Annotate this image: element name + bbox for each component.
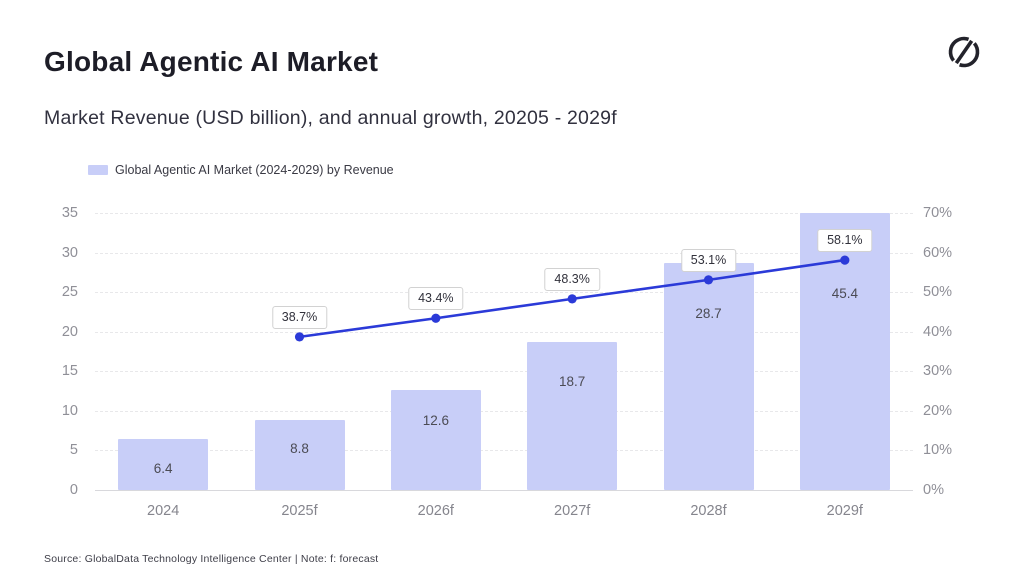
growth-point xyxy=(294,332,305,342)
bar-value-label: 6.4 xyxy=(153,461,173,477)
y-axis-tick-right: 0% xyxy=(923,482,944,498)
y-axis-tick-right: 10% xyxy=(923,442,953,459)
growth-point xyxy=(840,255,850,265)
y-axis-tick-left: 10 xyxy=(61,402,78,419)
y-axis-tick-left: 35 xyxy=(61,205,78,221)
bar-value-label: 28.7 xyxy=(695,305,722,321)
x-axis-tick: 2027f xyxy=(554,503,591,519)
gridline xyxy=(95,213,913,214)
growth-value-label: 53.1% xyxy=(680,248,737,272)
plot-area: 6.4 8.8 12.6 18.7 28.7 45.4 38.7% 43.4% 48.3% 53.… xyxy=(95,213,913,491)
gridline xyxy=(95,450,913,452)
revenue-bar xyxy=(254,420,345,490)
gridline xyxy=(95,410,913,412)
revenue-bar xyxy=(663,262,754,490)
revenue-bar xyxy=(527,342,618,490)
gridline xyxy=(95,371,913,373)
growth-point xyxy=(567,294,577,304)
y-axis-tick-left: 15 xyxy=(61,363,78,380)
x-axis-tick: 2029f xyxy=(826,503,863,519)
revenue-bar xyxy=(390,390,481,490)
gridline xyxy=(95,331,913,333)
x-axis-tick: 2024 xyxy=(147,503,180,519)
gridline xyxy=(95,292,913,294)
bar-value-label: 45.4 xyxy=(831,286,858,301)
y-axis-tick-right: 40% xyxy=(923,323,953,340)
x-axis-tick: 2028f xyxy=(690,503,727,519)
y-axis-right: 0% 10% 20% 30% 40% 50% 60% 70% xyxy=(923,205,983,498)
bar-value-label: 8.8 xyxy=(290,441,309,457)
growth-value-label: 48.3% xyxy=(544,267,600,291)
page-title: Global Agentic AI Market xyxy=(44,46,379,77)
y-axis-tick-left: 20 xyxy=(61,323,78,340)
legend: Global Agentic AI Market (2024-2029) by … xyxy=(88,163,394,177)
legend-label: Global Agentic AI Market (2024-2029) by … xyxy=(115,163,394,177)
y-axis-tick-left: 25 xyxy=(61,284,78,301)
y-axis-tick-left: 30 xyxy=(61,244,78,261)
growth-line xyxy=(294,255,850,342)
revenue-bar xyxy=(118,439,209,490)
y-axis-tick-left: 0 xyxy=(69,482,78,498)
bar-value-label: 18.7 xyxy=(559,374,586,389)
chart-subtitle: Market Revenue (USD billion), and annual… xyxy=(44,107,617,129)
legend-swatch-icon xyxy=(88,165,108,175)
y-axis-tick-left: 5 xyxy=(69,442,78,459)
bar-value-label: 12.6 xyxy=(422,413,449,429)
y-axis-left: 0 5 10 15 20 25 30 35 xyxy=(40,205,78,498)
y-axis-tick-right: 50% xyxy=(923,284,953,301)
gridline xyxy=(95,490,913,491)
x-axis: 2024 2025f 2026f 2027f 2028f 2029f xyxy=(95,503,913,525)
y-axis-tick-right: 30% xyxy=(923,363,953,380)
y-axis-tick-right: 70% xyxy=(923,205,953,221)
y-axis-tick-right: 20% xyxy=(923,402,953,419)
growth-value-label: 38.7% xyxy=(271,305,328,329)
growth-point xyxy=(431,313,441,323)
globaldata-logo-icon xyxy=(948,36,980,68)
source-note: Source: GlobalData Technology Intelligen… xyxy=(44,553,379,565)
x-axis-tick: 2025f xyxy=(281,503,318,519)
growth-value-label: 58.1% xyxy=(817,229,873,253)
y-axis-tick-right: 60% xyxy=(923,244,953,261)
x-axis-tick: 2026f xyxy=(417,503,454,519)
growth-value-label: 43.4% xyxy=(408,287,464,311)
growth-point xyxy=(703,275,714,285)
gridline xyxy=(95,252,913,254)
